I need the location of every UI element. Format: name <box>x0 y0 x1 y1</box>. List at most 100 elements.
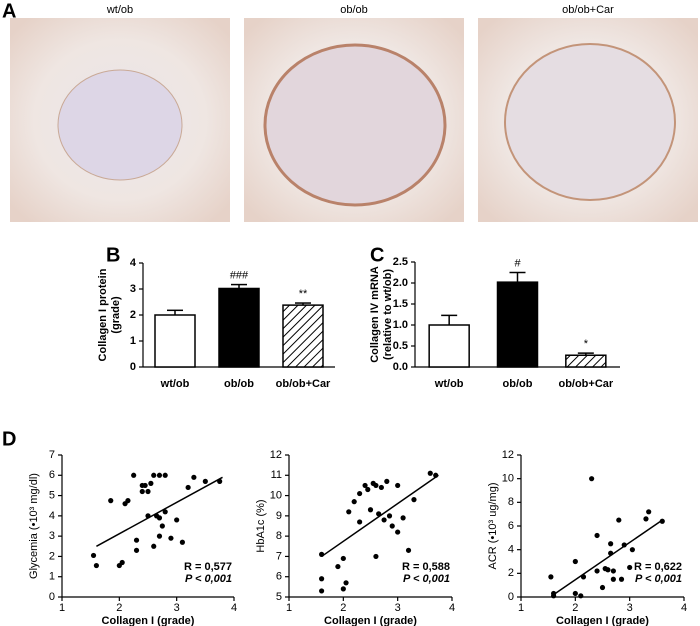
point <box>156 472 163 478</box>
point <box>599 584 606 591</box>
point <box>340 586 346 592</box>
y-tick-label: 0.0 <box>393 361 408 373</box>
x-tick-label: wt/ob <box>160 378 190 390</box>
y-axis-label: (grade) <box>110 296 122 334</box>
x-axis-label: Collagen I (grade) <box>102 615 195 626</box>
point <box>378 484 384 491</box>
y-tick-label: 10 <box>502 473 514 485</box>
bar <box>282 304 324 368</box>
point <box>659 518 665 524</box>
stat-label: R = 0,577 <box>184 561 232 573</box>
point <box>572 590 578 597</box>
point <box>629 547 635 553</box>
point <box>168 535 174 541</box>
point <box>335 563 341 570</box>
point <box>411 497 417 503</box>
x-axis-label: Collagen I (grade) <box>324 615 417 626</box>
point <box>162 509 168 515</box>
y-tick-label: 6 <box>49 469 55 481</box>
y-axis-label: ACR (•10³ ug/mg) <box>487 483 499 570</box>
panel-label: A <box>2 0 16 22</box>
x-tick-label: ob/ob <box>224 378 254 390</box>
point <box>643 516 649 522</box>
y-tick-label: 3 <box>130 283 136 295</box>
point <box>548 574 554 580</box>
point <box>610 568 616 574</box>
y-tick-label: 0.5 <box>393 340 408 352</box>
point <box>217 478 223 484</box>
micrograph-label: ob/ob+Car <box>562 4 614 16</box>
point <box>400 515 406 521</box>
x-tick-label: 1 <box>59 602 65 614</box>
point <box>145 488 151 495</box>
point <box>365 486 371 493</box>
y-tick-label: 2 <box>508 567 514 579</box>
y-tick-label: 1.5 <box>393 298 408 310</box>
point <box>395 482 401 489</box>
glomerulus <box>263 43 447 207</box>
x-tick-label: 2 <box>116 602 122 614</box>
x-tick-label: 4 <box>681 602 687 614</box>
x-axis-label: Collagen I (grade) <box>556 615 649 626</box>
point <box>605 567 611 573</box>
stat-label: R = 0,588 <box>402 561 450 573</box>
point <box>578 593 584 599</box>
x-tick-label: 1 <box>286 602 292 614</box>
y-tick-label: 12 <box>502 449 514 461</box>
stat-label: R = 0,622 <box>634 561 682 573</box>
y-tick-label: 6 <box>508 520 514 532</box>
point <box>148 480 154 486</box>
point <box>381 517 387 523</box>
point <box>93 562 99 569</box>
x-tick-label: ob/ob+Car <box>558 378 613 390</box>
y-tick-label: 2 <box>49 550 55 562</box>
x-tick-label: 4 <box>449 602 455 614</box>
y-tick-label: 9 <box>276 510 282 522</box>
point <box>90 552 97 559</box>
point <box>386 513 393 519</box>
x-tick-label: 4 <box>231 602 237 614</box>
x-tick-label: ob/ob+Car <box>276 378 331 390</box>
point <box>202 478 208 484</box>
point <box>616 517 622 523</box>
y-tick-label: 3 <box>49 530 55 542</box>
point <box>373 553 379 560</box>
point <box>589 476 595 482</box>
panel-label: C <box>370 244 384 266</box>
x-tick-label: 3 <box>174 602 180 614</box>
point <box>343 580 349 586</box>
y-axis-label: Collagen I protein <box>97 268 109 361</box>
point <box>357 490 363 497</box>
micrographs: wt/ob ob/ob ob/ob+Car <box>10 4 698 222</box>
point <box>133 547 140 553</box>
micrograph-label: wt/ob <box>106 4 133 16</box>
bar <box>565 354 607 368</box>
point <box>608 550 614 556</box>
point <box>580 574 587 580</box>
y-tick-label: 4 <box>508 544 514 556</box>
stat-label: P < 0,001 <box>403 573 450 585</box>
point <box>594 532 600 539</box>
point <box>142 482 148 489</box>
point <box>608 541 614 547</box>
stat-label: P < 0,001 <box>185 573 232 585</box>
y-tick-label: 2 <box>130 309 136 321</box>
significance-label: # <box>514 257 521 269</box>
glomerulus <box>57 69 183 181</box>
point <box>384 478 390 484</box>
point <box>610 576 616 582</box>
point <box>340 555 346 562</box>
point <box>154 513 160 519</box>
x-tick-label: 2 <box>340 602 346 614</box>
x-tick-label: wt/ob <box>434 378 464 390</box>
y-tick-label: 4 <box>49 510 55 522</box>
glomerulus <box>504 43 676 201</box>
point <box>191 474 197 480</box>
point <box>131 472 137 478</box>
y-tick-label: 0 <box>130 361 136 373</box>
stat-label: P < 0,001 <box>635 573 682 585</box>
y-tick-label: 4 <box>130 257 137 269</box>
point <box>319 576 325 582</box>
y-tick-label: 8 <box>276 530 282 542</box>
point <box>373 482 379 489</box>
